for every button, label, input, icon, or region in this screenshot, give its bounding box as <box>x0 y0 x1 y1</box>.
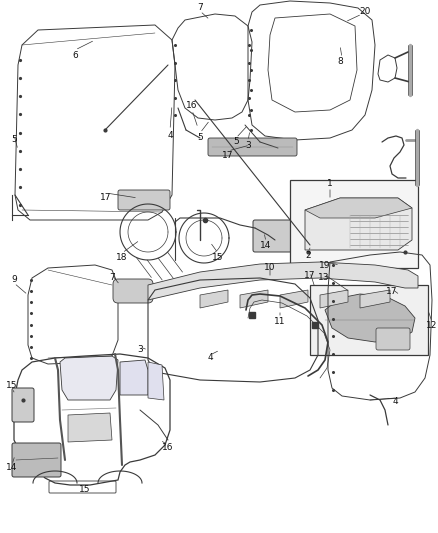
Text: 11: 11 <box>274 318 286 327</box>
Polygon shape <box>320 290 348 308</box>
Text: 17: 17 <box>386 287 398 296</box>
Text: 7: 7 <box>197 4 203 12</box>
Polygon shape <box>148 362 164 400</box>
Text: 3: 3 <box>137 345 143 354</box>
Text: 14: 14 <box>6 464 18 472</box>
Polygon shape <box>200 290 228 308</box>
Text: 16: 16 <box>186 101 198 109</box>
Text: 12: 12 <box>426 320 438 329</box>
Text: 17: 17 <box>222 150 234 159</box>
FancyBboxPatch shape <box>208 138 297 156</box>
Polygon shape <box>60 356 118 400</box>
Polygon shape <box>240 290 268 308</box>
Text: 18: 18 <box>116 253 128 262</box>
FancyBboxPatch shape <box>376 328 410 350</box>
Text: 3: 3 <box>245 141 251 149</box>
Text: 2: 2 <box>305 251 311 260</box>
Text: 13: 13 <box>318 273 330 282</box>
FancyBboxPatch shape <box>113 279 153 303</box>
Text: 17: 17 <box>304 271 316 279</box>
Polygon shape <box>148 262 418 300</box>
Polygon shape <box>305 198 412 218</box>
Text: 10: 10 <box>264 263 276 272</box>
Text: 17: 17 <box>100 192 112 201</box>
Text: 15: 15 <box>6 381 18 390</box>
Text: 7: 7 <box>109 273 115 282</box>
Text: 16: 16 <box>162 443 174 453</box>
Text: 15: 15 <box>212 253 224 262</box>
Text: 5: 5 <box>197 133 203 142</box>
FancyBboxPatch shape <box>12 443 61 477</box>
FancyBboxPatch shape <box>290 180 418 268</box>
Polygon shape <box>325 294 415 342</box>
FancyBboxPatch shape <box>310 285 428 355</box>
Polygon shape <box>280 290 308 308</box>
Text: 8: 8 <box>337 58 343 67</box>
Text: 4: 4 <box>207 353 213 362</box>
Text: 6: 6 <box>72 51 78 60</box>
Text: 4: 4 <box>167 131 173 140</box>
FancyBboxPatch shape <box>253 220 292 252</box>
Text: 15: 15 <box>79 486 91 495</box>
Text: 4: 4 <box>392 398 398 407</box>
Polygon shape <box>68 413 112 442</box>
Text: 5: 5 <box>233 138 239 147</box>
FancyBboxPatch shape <box>118 190 170 210</box>
Text: 14: 14 <box>260 240 272 249</box>
Text: 19: 19 <box>319 261 331 270</box>
Polygon shape <box>305 198 412 250</box>
Text: 9: 9 <box>11 276 17 285</box>
Polygon shape <box>120 360 148 395</box>
FancyBboxPatch shape <box>12 388 34 422</box>
Text: 1: 1 <box>327 179 333 188</box>
Text: 20: 20 <box>359 7 371 17</box>
Polygon shape <box>360 290 390 308</box>
Text: 5: 5 <box>11 135 17 144</box>
